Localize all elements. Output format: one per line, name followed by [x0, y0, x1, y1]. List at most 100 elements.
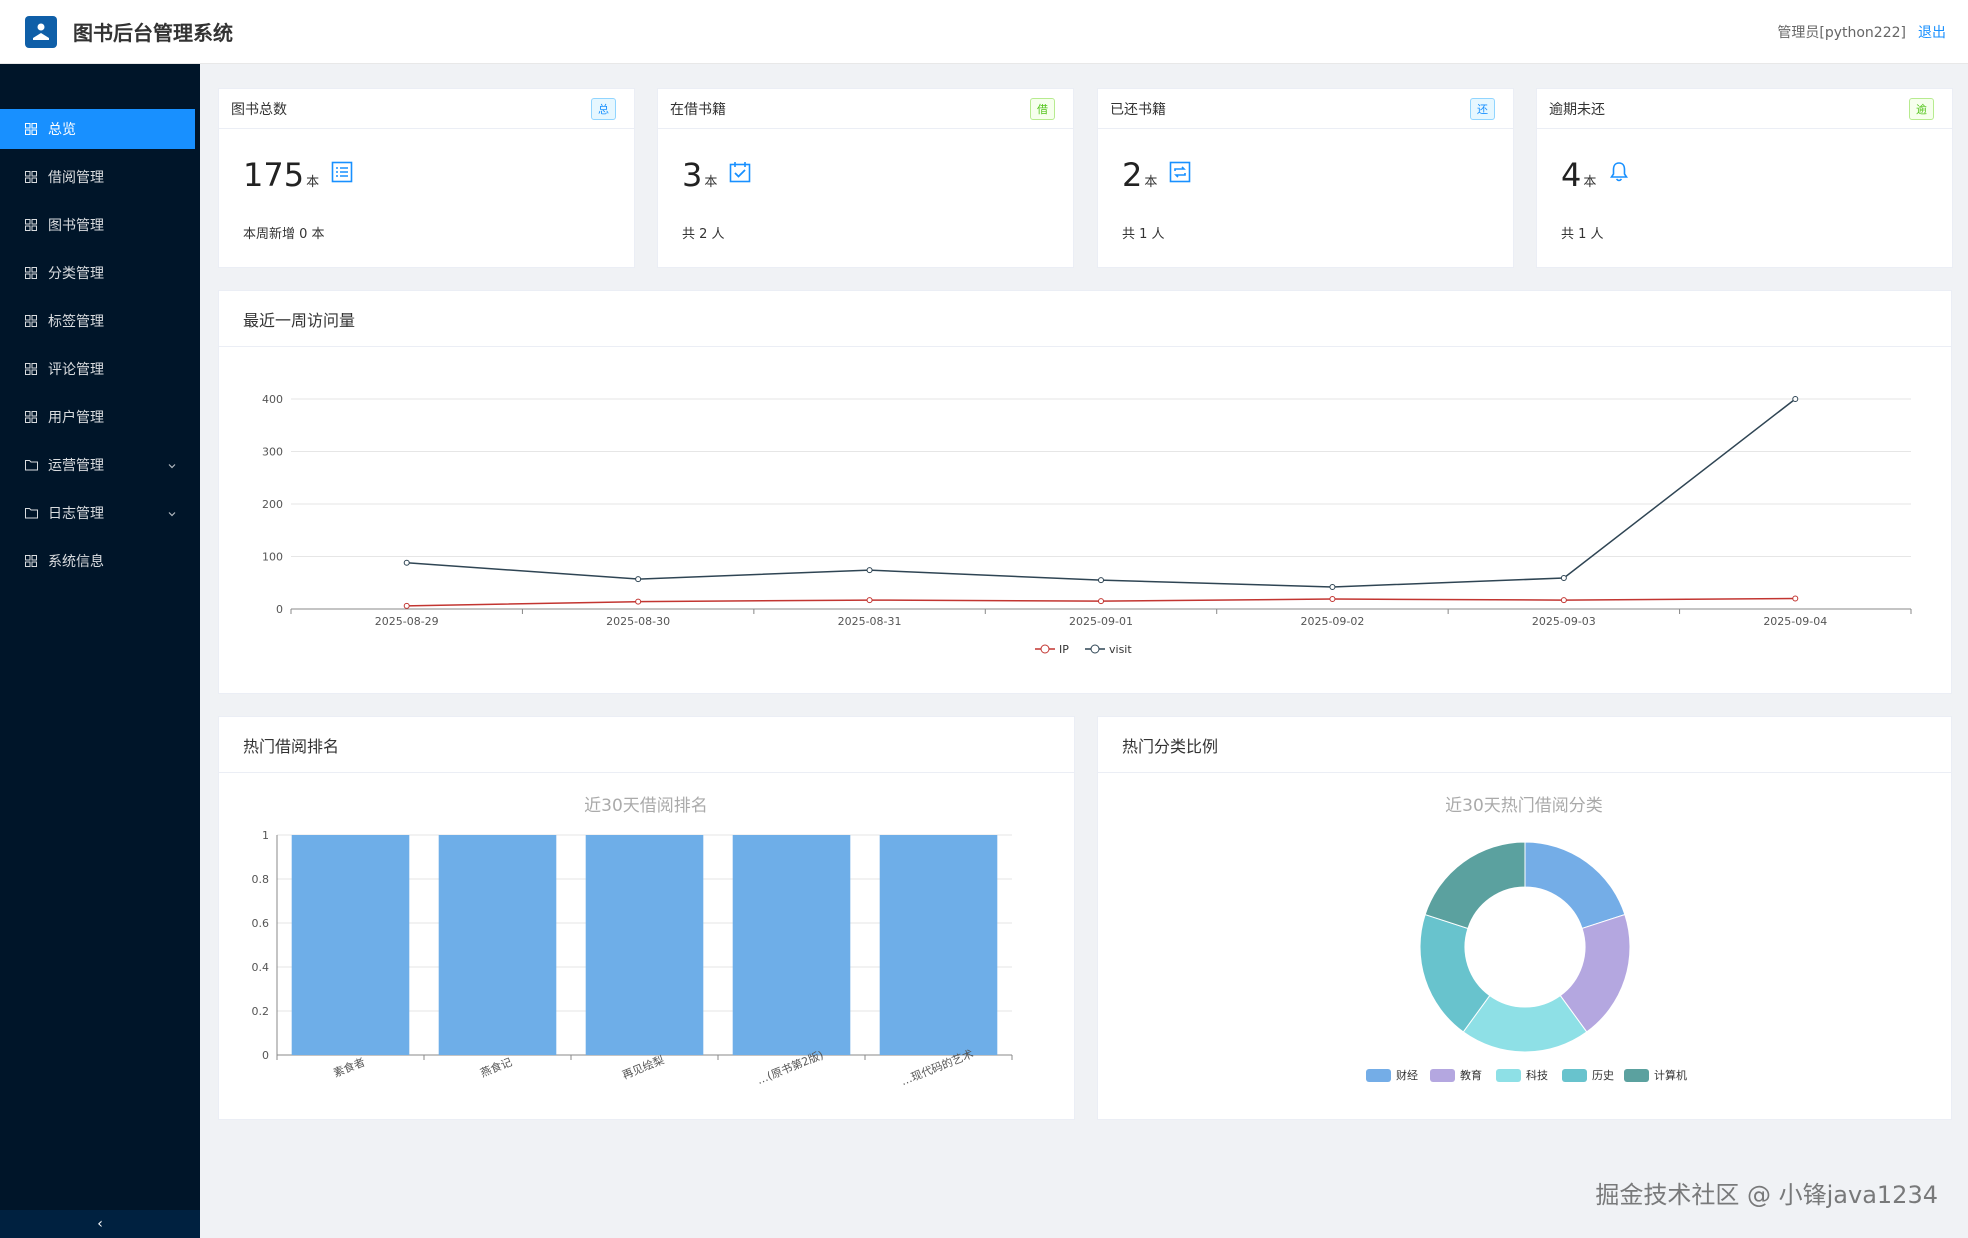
- sidebar-collapse-button[interactable]: ‹: [0, 1210, 200, 1238]
- sidebar-item-6[interactable]: 用户管理: [0, 397, 195, 437]
- bell-icon: [1608, 161, 1630, 187]
- list-icon: [331, 161, 353, 187]
- sidebar-item-5[interactable]: 评论管理: [0, 349, 195, 389]
- watermark: 掘金技术社区 @ 小锋java1234: [1595, 1181, 1938, 1209]
- stat-card-title: 逾期未还: [1549, 101, 1605, 118]
- stat-card-unit: 本: [704, 175, 718, 190]
- line-chart-xtick: 2025-08-31: [838, 615, 902, 628]
- sidebar-item-2[interactable]: 图书管理: [0, 205, 195, 245]
- legend-item-visit[interactable]: visit: [1085, 643, 1132, 656]
- sidebar-item-1[interactable]: 借阅管理: [0, 157, 195, 197]
- return-icon: [1169, 161, 1191, 187]
- pie-legend-label: 计算机: [1654, 1068, 1687, 1082]
- sidebar-item-7[interactable]: 运营管理: [0, 445, 195, 485]
- line-series-visit: [406, 398, 1796, 588]
- pie-legend-label: 财经: [1396, 1068, 1418, 1082]
- line-chart-xtick: 2025-09-02: [1300, 615, 1364, 628]
- sidebar-item-label: 系统信息: [48, 554, 104, 570]
- line-point[interactable]: [1792, 595, 1799, 602]
- bar[interactable]: [732, 835, 851, 1055]
- stat-card-3: 逾期未还 逾 4 本共 1 人: [1536, 88, 1953, 268]
- sidebar-item-3[interactable]: 分类管理: [0, 253, 195, 293]
- sidebar-item-9[interactable]: 系统信息: [0, 541, 195, 581]
- line-chart-ytick: 200: [262, 498, 283, 511]
- line-chart-xtick: 2025-08-30: [606, 615, 670, 628]
- stat-card-title: 在借书籍: [670, 101, 726, 118]
- sidebar-item-8[interactable]: 日志管理: [0, 493, 195, 533]
- stat-card-value: 2: [1122, 156, 1143, 194]
- pie-legend-item[interactable]: 财经: [1366, 1068, 1418, 1082]
- sidebar-item-0[interactable]: 总览: [0, 109, 195, 149]
- pie-legend-label: 历史: [1592, 1069, 1614, 1082]
- sidebar-item-label: 用户管理: [48, 410, 104, 426]
- pie-legend-item[interactable]: 计算机: [1624, 1068, 1687, 1082]
- hot-category-panel: 热门分类比例 近30天热门借阅分类 财经 教育 科技 历史 计算机: [1097, 716, 1952, 1120]
- pie-legend-item[interactable]: 教育: [1430, 1068, 1482, 1082]
- panel-title: 最近一周访问量: [219, 291, 1951, 347]
- stat-card-badge: 借: [1030, 98, 1055, 120]
- sidebar-item-label: 评论管理: [48, 362, 104, 378]
- line-point[interactable]: [1098, 577, 1104, 584]
- app-logo: [25, 15, 57, 48]
- bar-chart-xtick: 燕食记: [478, 1055, 514, 1080]
- stat-card-value: 4: [1561, 156, 1582, 194]
- pie-slice-4[interactable]: [1424, 841, 1526, 930]
- chevron-left-icon: ‹: [97, 1216, 103, 1232]
- sidebar-item-label: 分类管理: [48, 266, 104, 282]
- grid-icon: [24, 362, 38, 376]
- bar[interactable]: [585, 835, 704, 1055]
- top-header: 图书后台管理系统 管理员[python222] 退出: [0, 0, 1968, 64]
- legend-item-IP[interactable]: IP: [1035, 643, 1069, 656]
- line-point[interactable]: [1329, 596, 1336, 603]
- stat-card-value: 3: [682, 156, 703, 194]
- line-point[interactable]: [403, 602, 410, 609]
- stat-card-note: 本周新增 0 本: [243, 227, 325, 242]
- legend-label: visit: [1109, 643, 1132, 656]
- line-chart-ytick: 100: [262, 551, 283, 564]
- bar[interactable]: [291, 835, 410, 1055]
- bar-chart-xtick: 再见绘梨: [620, 1053, 666, 1082]
- legend-label: IP: [1059, 643, 1069, 656]
- line-point[interactable]: [1792, 396, 1799, 402]
- line-point[interactable]: [866, 597, 873, 604]
- grid-icon: [24, 122, 38, 136]
- grid-icon: [24, 170, 38, 184]
- stat-card-note: 共 1 人: [1561, 227, 1604, 242]
- line-point[interactable]: [866, 567, 873, 574]
- pie-slice-0[interactable]: [1524, 841, 1626, 930]
- stat-card-title: 图书总数: [231, 101, 287, 118]
- line-point[interactable]: [635, 576, 642, 583]
- bar[interactable]: [438, 835, 557, 1055]
- stat-card-unit: 本: [1583, 175, 1597, 190]
- sidebar-item-label: 图书管理: [48, 218, 104, 234]
- line-point[interactable]: [403, 559, 410, 566]
- sidebar-item-4[interactable]: 标签管理: [0, 301, 195, 341]
- sidebar-item-label: 标签管理: [48, 314, 104, 330]
- line-chart-ytick: 0: [276, 603, 283, 616]
- line-chart-xtick: 2025-09-03: [1532, 615, 1596, 628]
- bar-chart-xtick: 素食者: [331, 1055, 367, 1080]
- stat-card-0: 图书总数 总 175 本本周新增 0 本: [218, 88, 635, 268]
- stat-card-value: 175: [243, 156, 305, 194]
- sidebar-item-label: 日志管理: [48, 506, 104, 522]
- sidebar-item-label: 借阅管理: [48, 170, 104, 186]
- pie-legend-item[interactable]: 科技: [1496, 1068, 1548, 1082]
- chevron-down-icon: [167, 459, 177, 475]
- line-point[interactable]: [1560, 597, 1567, 604]
- bar[interactable]: [879, 835, 998, 1055]
- grid-icon: [24, 554, 38, 568]
- grid-icon: [24, 410, 38, 424]
- pie-legend-item[interactable]: 历史: [1562, 1069, 1614, 1082]
- stat-card-unit: 本: [306, 175, 320, 190]
- line-point[interactable]: [1560, 575, 1567, 582]
- line-point[interactable]: [1329, 583, 1336, 590]
- line-point[interactable]: [1098, 598, 1104, 605]
- pie-legend-label: 教育: [1460, 1068, 1482, 1082]
- sidebar-item-label: 运营管理: [48, 458, 104, 474]
- stat-card-2: 已还书籍 还 2 本共 1 人: [1097, 88, 1514, 268]
- bar-chart-ytick: 0.8: [252, 873, 270, 886]
- line-chart-xtick: 2025-09-04: [1763, 615, 1827, 628]
- bar-chart-ytick: 0.2: [252, 1005, 270, 1018]
- logout-link[interactable]: 退出: [1918, 25, 1946, 41]
- line-point[interactable]: [635, 598, 642, 605]
